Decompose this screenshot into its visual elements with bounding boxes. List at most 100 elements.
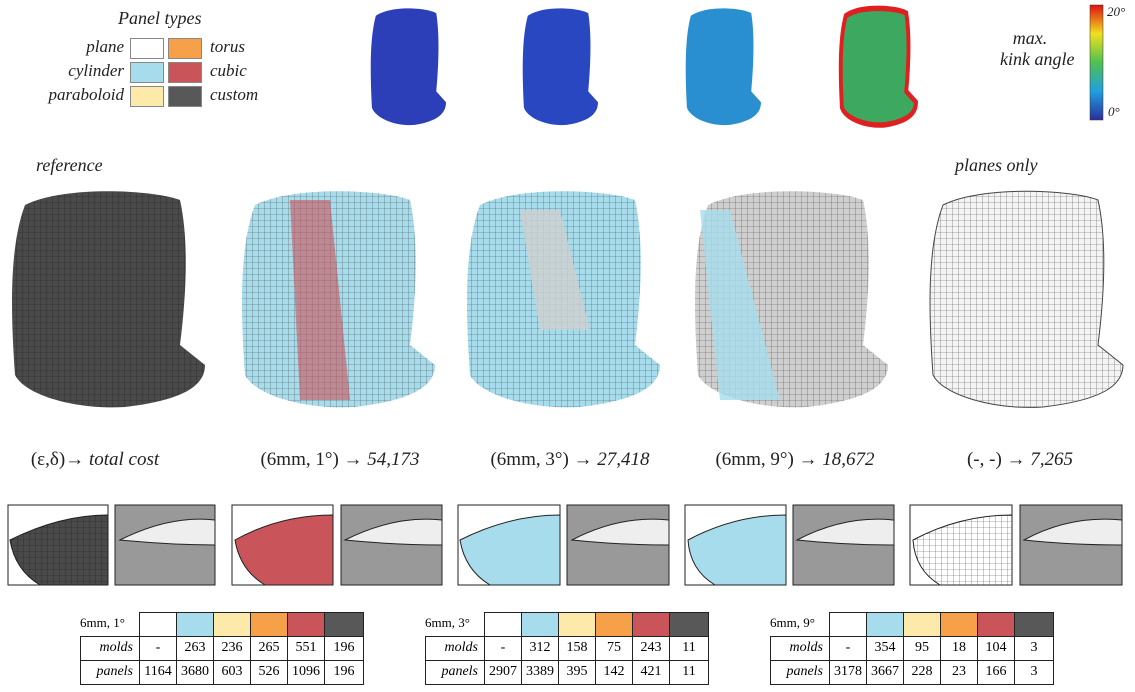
caption: (ε,δ)→ total cost [0, 449, 205, 471]
legend-label: torus [210, 37, 245, 56]
patch [700, 210, 780, 400]
table-cell: 526 [250, 660, 288, 685]
table-cell: 196 [324, 660, 364, 685]
chair-planes-mesh [930, 191, 1123, 408]
caption-params: (6mm, 9°) → [715, 449, 818, 470]
caption-cost: 27,418 [597, 449, 650, 470]
type-header [324, 612, 364, 637]
caption: (6mm, 1°) → 54,173 [230, 449, 450, 471]
table-cell: - [829, 636, 867, 661]
colorbar-min: 0° [1108, 104, 1120, 119]
type-header [595, 612, 633, 637]
type-header [139, 612, 177, 637]
table-cell: 2907 [484, 660, 522, 685]
table-cell: 1164 [139, 660, 177, 685]
type-header [250, 612, 288, 637]
type-header [521, 612, 559, 637]
type-header [484, 612, 522, 637]
table-cell: 265 [250, 636, 288, 661]
table-cell: 3667 [866, 660, 904, 685]
table-cell: 75 [595, 636, 633, 661]
kink-chair [685, 8, 761, 126]
row-label: molds [425, 636, 485, 661]
caption-params: (6mm, 3°) → [490, 449, 593, 470]
legend-label: cubic [210, 61, 247, 80]
table-cell: 603 [213, 660, 251, 685]
table-cell: 3178 [829, 660, 867, 685]
table-cell: 395 [558, 660, 596, 685]
kink-chair [841, 8, 916, 125]
table-cell: 354 [866, 636, 904, 661]
type-header [903, 612, 941, 637]
type-header [632, 612, 670, 637]
type-header [866, 612, 904, 637]
main-chairs [12, 190, 1124, 408]
table-cell: 11 [669, 636, 709, 661]
table-cell: 3 [1014, 660, 1054, 685]
table-cell: 228 [903, 660, 941, 685]
table-cell: 196 [324, 636, 364, 661]
colorbar-label: max. kink angle [1000, 28, 1074, 70]
type-header [829, 612, 867, 637]
table-cell: 551 [287, 636, 325, 661]
legend-swatch [168, 86, 202, 107]
row-label: panels [425, 660, 485, 685]
row-label: panels [770, 660, 830, 685]
legend-swatch [130, 62, 164, 83]
type-header [558, 612, 596, 637]
legend-label: plane [86, 37, 124, 56]
table-cell: 11 [669, 660, 709, 685]
caption: (6mm, 9°) → 18,672 [685, 449, 905, 471]
label-line: kink angle [1000, 49, 1075, 69]
table-cell: 104 [977, 636, 1015, 661]
table-cell: 158 [558, 636, 596, 661]
type-header [287, 612, 325, 637]
legend-swatch [130, 86, 164, 107]
colorbar [1089, 4, 1104, 121]
caption-params: (-, -) → [966, 449, 1026, 470]
thumbnails [7, 504, 1123, 586]
type-header [940, 612, 978, 637]
legend-label: cylinder [68, 61, 124, 80]
patch [290, 200, 350, 400]
caption-cost: 18,672 [822, 449, 875, 470]
caption-params: (6mm, 1°) → [260, 449, 363, 470]
table-cell: 3 [1014, 636, 1054, 661]
table-cell: 18 [940, 636, 978, 661]
legend-title: Panel types [118, 8, 202, 28]
table-cell: 3389 [521, 660, 559, 685]
caption-cost: 7,265 [1030, 449, 1074, 470]
table-cell: 166 [977, 660, 1015, 685]
table-cell: 1096 [287, 660, 325, 685]
table-cell: 236 [213, 636, 251, 661]
table-cell: 312 [521, 636, 559, 661]
row-label: molds [770, 636, 830, 661]
caption-params: (ε,δ)→ [30, 449, 85, 470]
row-label: molds [80, 636, 140, 661]
table-header: 6mm, 3° [425, 612, 485, 637]
table-cell: 3680 [176, 660, 214, 685]
chair-reference [12, 191, 206, 408]
table-cell: 95 [903, 636, 941, 661]
row-label: panels [80, 660, 140, 685]
table-cell: 243 [632, 636, 670, 661]
table-cell: 421 [632, 660, 670, 685]
caption-cost: 54,173 [367, 449, 420, 470]
table-cell: 142 [595, 660, 633, 685]
table-cell: 263 [176, 636, 214, 661]
kink-chair [522, 8, 598, 126]
table-cell: 23 [940, 660, 978, 685]
type-header [176, 612, 214, 637]
label-reference: reference [36, 155, 103, 175]
label-planes-only: planes only [955, 155, 1038, 175]
table-header: 6mm, 9° [770, 612, 830, 637]
caption-cost: total cost [88, 449, 160, 470]
legend-swatch [168, 38, 202, 59]
label-line: max. [1012, 28, 1048, 48]
legend-label: custom [210, 85, 259, 104]
table-cell: - [139, 636, 177, 661]
type-header [1014, 612, 1054, 637]
legend-label: paraboloid [48, 85, 124, 104]
legend-swatch [130, 38, 164, 59]
